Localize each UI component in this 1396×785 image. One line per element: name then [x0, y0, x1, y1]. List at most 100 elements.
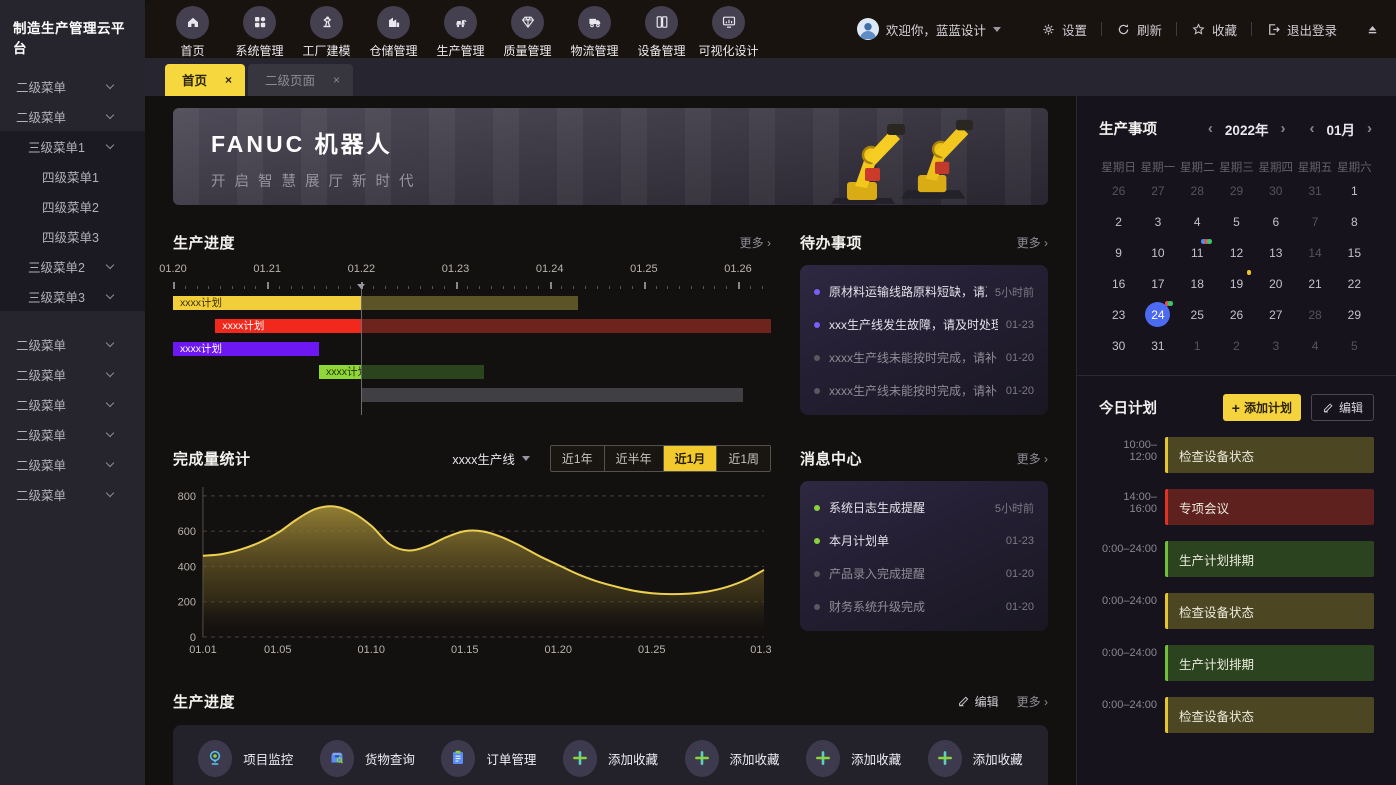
list-item[interactable]: 原材料运输线路原料短缺，请及... 5小时前 [814, 275, 1034, 308]
calendar-day[interactable]: 10 [1138, 237, 1177, 268]
sidebar-item[interactable]: 三级菜单2 [0, 251, 145, 281]
nav-item-robot-arm[interactable]: 工厂建模 [293, 0, 360, 59]
star-action-button[interactable]: 收藏 [1177, 20, 1251, 39]
sidebar-item[interactable]: 二级菜单 [0, 329, 145, 359]
next-year-button[interactable]: › [1280, 120, 1286, 137]
sidebar-item[interactable]: 二级菜单 [0, 479, 145, 509]
sidebar-item[interactable]: 四级菜单3 [0, 221, 145, 251]
shortcut-订单管理[interactable]: 订单管理 [441, 739, 536, 777]
calendar-day[interactable]: 11 [1178, 237, 1217, 268]
sidebar-item[interactable]: 二级菜单 [0, 449, 145, 479]
calendar-day[interactable]: 19 [1217, 268, 1256, 299]
calendar-day[interactable]: 9 [1099, 237, 1138, 268]
user-menu[interactable]: 欢迎你，蓝蓝设计 [856, 18, 1001, 40]
prev-year-button[interactable]: ‹ [1207, 120, 1213, 137]
sidebar-item[interactable]: 二级菜单 [0, 101, 145, 131]
shortcut-货物查询[interactable]: 货物查询 [319, 739, 415, 777]
calendar-day[interactable]: 17 [1138, 268, 1177, 299]
calendar-day[interactable]: 12 [1217, 237, 1256, 268]
shortcut-添加收藏[interactable]: 添加收藏 [562, 739, 658, 777]
calendar-day[interactable]: 6 [1256, 206, 1295, 237]
sidebar-item[interactable]: 四级菜单1 [0, 161, 145, 191]
calendar-day[interactable]: 3 [1138, 206, 1177, 237]
calendar-day[interactable]: 2 [1099, 206, 1138, 237]
list-item[interactable]: 系统日志生成提醒 5小时前 [814, 491, 1034, 524]
calendar-day[interactable]: 31 [1295, 175, 1334, 206]
calendar-day[interactable]: 16 [1099, 268, 1138, 299]
shortcut-项目监控[interactable]: 项目监控 [198, 739, 293, 777]
calendar-day[interactable]: 1 [1178, 330, 1217, 361]
shortcut-添加收藏[interactable]: 添加收藏 [806, 739, 901, 777]
calendar-day[interactable]: 23 [1099, 299, 1138, 330]
calendar-day[interactable]: 22 [1335, 268, 1374, 299]
sidebar-item[interactable]: 二级菜单 [0, 71, 145, 101]
calendar-day[interactable]: 28 [1178, 175, 1217, 206]
logout-action-button[interactable]: 退出登录 [1252, 20, 1351, 39]
calendar-day[interactable]: 29 [1217, 175, 1256, 206]
nav-item-equipment[interactable]: 设备管理 [628, 0, 695, 59]
calendar-day[interactable]: 30 [1099, 330, 1138, 361]
plan-item[interactable]: 生产计划排期 [1165, 541, 1374, 577]
gantt-more-link[interactable]: 更多 › [739, 235, 771, 250]
range-button-近1周[interactable]: 近1周 [716, 445, 770, 471]
calendar-day[interactable]: 26 [1099, 175, 1138, 206]
next-month-button[interactable]: › [1367, 120, 1372, 137]
calendar-day[interactable]: 24 [1138, 299, 1177, 330]
calendar-day[interactable]: 27 [1256, 299, 1295, 330]
calendar-day[interactable]: 18 [1178, 268, 1217, 299]
calendar-day[interactable]: 8 [1335, 206, 1374, 237]
list-item[interactable]: xxx生产线发生故障，请及时处理 01-23 [814, 308, 1034, 341]
close-icon[interactable]: × [225, 72, 233, 87]
calendar-day[interactable]: 5 [1217, 206, 1256, 237]
plan-item[interactable]: 生产计划排期 [1165, 645, 1374, 681]
calendar-day[interactable]: 1 [1335, 175, 1374, 206]
range-button-近1年[interactable]: 近1年 [550, 445, 604, 471]
calendar-day[interactable]: 15 [1335, 237, 1374, 268]
plan-item[interactable]: 检查设备状态 [1165, 697, 1374, 733]
shortcuts-edit-button[interactable]: 编辑 [957, 693, 999, 710]
edit-plan-button[interactable]: 编辑 [1310, 394, 1374, 421]
sidebar-item[interactable]: 三级菜单3 [0, 281, 145, 311]
calendar-day[interactable]: 20 [1256, 268, 1295, 299]
calendar-day[interactable]: 28 [1295, 299, 1334, 330]
calendar-day[interactable]: 4 [1295, 330, 1334, 361]
plan-item[interactable]: 检查设备状态 [1165, 437, 1374, 473]
plan-item[interactable]: 检查设备状态 [1165, 593, 1374, 629]
sidebar-item[interactable]: 二级菜单 [0, 389, 145, 419]
nav-item-visual-design[interactable]: 可视化设计 [695, 0, 762, 59]
close-icon[interactable]: × [333, 72, 341, 87]
prev-month-button[interactable]: ‹ [1309, 120, 1315, 137]
calendar-day[interactable]: 27 [1138, 175, 1177, 206]
calendar-day[interactable]: 7 [1295, 206, 1334, 237]
list-item[interactable]: xxxx生产线未能按时完成，请补... 01-20 [814, 374, 1034, 407]
calendar-day[interactable]: 4 [1178, 206, 1217, 237]
calendar-day[interactable]: 5 [1335, 330, 1374, 361]
plan-item[interactable]: 专项会议 [1165, 489, 1374, 525]
nav-item-home[interactable]: 首页 [159, 0, 226, 59]
list-item[interactable]: 产品录入完成提醒 01-20 [814, 557, 1034, 590]
nav-item-forklift[interactable]: 生产管理 [427, 0, 494, 59]
calendar-day[interactable]: 3 [1256, 330, 1295, 361]
tab-首页[interactable]: 首页 × [165, 64, 246, 96]
shortcuts-more-link[interactable]: 更多 › [1016, 694, 1048, 709]
nav-item-warehouse[interactable]: 仓储管理 [360, 0, 427, 59]
calendar-day[interactable]: 26 [1217, 299, 1256, 330]
shortcut-添加收藏[interactable]: 添加收藏 [927, 739, 1023, 777]
calendar-day[interactable]: 30 [1256, 175, 1295, 206]
sidebar-item[interactable]: 三级菜单1 [0, 131, 145, 161]
list-item[interactable]: xxxx生产线未能按时完成，请补... 01-20 [814, 341, 1034, 374]
nav-item-gem[interactable]: 质量管理 [494, 0, 561, 59]
calendar-day[interactable]: 29 [1335, 299, 1374, 330]
calendar-day[interactable]: 14 [1295, 237, 1334, 268]
sidebar-item[interactable]: 二级菜单 [0, 419, 145, 449]
range-button-近半年[interactable]: 近半年 [603, 445, 663, 471]
add-plan-button[interactable]: + 添加计划 [1222, 394, 1301, 421]
calendar-day[interactable]: 2 [1217, 330, 1256, 361]
sidebar-item[interactable]: 二级菜单 [0, 359, 145, 389]
nav-item-truck[interactable]: 物流管理 [561, 0, 628, 59]
tab-二级页面[interactable]: 二级页面 × [248, 64, 354, 96]
calendar-day[interactable]: 21 [1295, 268, 1334, 299]
nav-item-modules[interactable]: 系统管理 [226, 0, 293, 59]
production-line-dropdown[interactable]: xxxx生产线 [452, 449, 530, 468]
refresh-action-button[interactable]: 刷新 [1102, 20, 1176, 39]
